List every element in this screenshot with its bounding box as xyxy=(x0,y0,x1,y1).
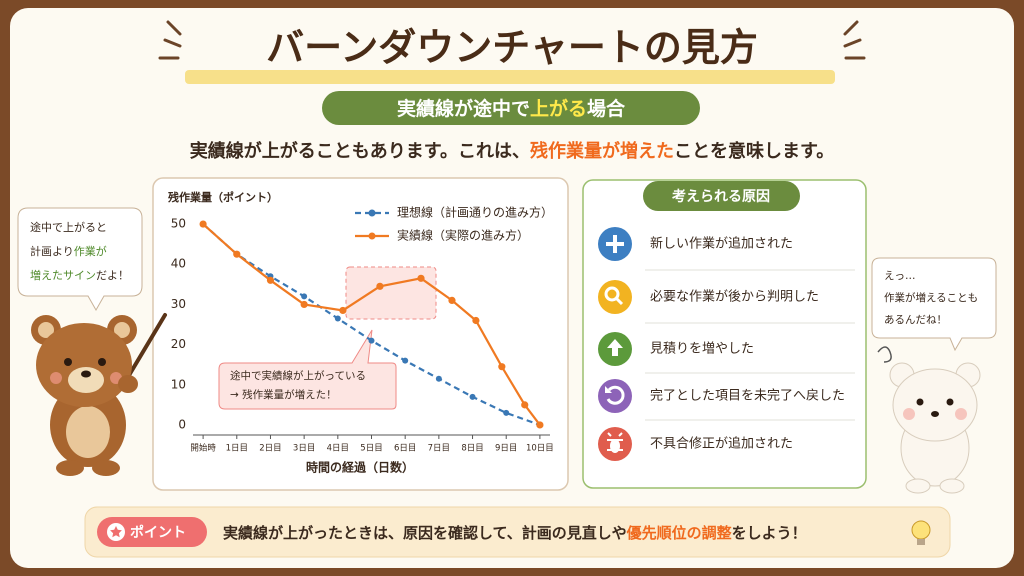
point xyxy=(376,282,384,290)
speech-highlight: 増えたサイン xyxy=(30,269,96,282)
speech-part: 計画より xyxy=(30,244,74,258)
point xyxy=(368,337,375,344)
point xyxy=(233,250,241,258)
legend-label: 実績線（実際の進み方） xyxy=(397,228,529,243)
y-tick-label: 40 xyxy=(171,257,186,271)
legend-label: 理想線（計画通りの進み方） xyxy=(397,205,553,220)
cause: 必要な作業が後から判明した xyxy=(650,289,819,305)
point-text: 実績線が上がったときは、原因を確認して、計画の見直しや優先順位の調整をしよう！ xyxy=(223,524,807,542)
legend-marker xyxy=(368,232,376,240)
point xyxy=(448,296,456,304)
speech-line: 作業が増えることも xyxy=(884,291,978,304)
point xyxy=(503,409,510,416)
speech-bubble xyxy=(871,257,997,352)
title-sparks xyxy=(158,20,866,60)
x-tick-label: 6日目 xyxy=(394,444,416,454)
cause: 完了とした項目を未完了へ戻した xyxy=(650,389,845,404)
annotation-box xyxy=(218,329,397,410)
causes-header xyxy=(643,181,800,211)
point xyxy=(472,316,480,325)
point xyxy=(521,401,529,409)
title: バーンダウンチャートの見方 xyxy=(266,26,758,70)
point xyxy=(435,375,442,382)
point-badge-text: ポイント xyxy=(130,524,186,541)
y-tick-label: 20 xyxy=(171,337,186,351)
speech-line: えっ… xyxy=(884,270,916,282)
y-tick-label: 50 xyxy=(171,217,186,231)
legend-marker xyxy=(368,209,376,217)
speech-line: 途中で上がると xyxy=(30,220,107,234)
point xyxy=(469,393,476,400)
speech-line: あるんだね！ xyxy=(884,314,947,326)
point-badge xyxy=(97,517,207,547)
star xyxy=(110,526,122,538)
annotation-line: → 残作業量が増えた！ xyxy=(230,388,337,401)
y-tick-label: 30 xyxy=(171,297,186,311)
y-tick-label: 10 xyxy=(171,377,186,391)
point xyxy=(334,315,341,322)
causes-panel xyxy=(582,179,867,489)
subtitle-highlight: 上がる xyxy=(530,97,587,120)
point xyxy=(301,293,308,300)
x-tick-label: 4日目 xyxy=(327,444,349,454)
title-underline xyxy=(185,70,835,84)
causes-title: 考えられる原因 xyxy=(672,188,770,205)
point xyxy=(300,300,308,309)
x-tick-label: 5日目 xyxy=(360,444,382,454)
x-tick-label: 開始時 xyxy=(190,443,216,454)
annotation-line: 途中で実績線が上がっている xyxy=(230,369,366,382)
speech-line: 増えたサインだよ！ xyxy=(30,269,129,282)
point xyxy=(536,421,544,429)
point xyxy=(417,274,425,282)
speech-highlight: 作業が xyxy=(74,244,107,258)
y-tick-label: 0 xyxy=(178,417,186,431)
cause-icons xyxy=(598,227,632,461)
point-highlight: 優先順位の調整 xyxy=(626,524,732,542)
cause: 見積りを増やした xyxy=(650,342,754,357)
bulb xyxy=(911,520,931,545)
point xyxy=(199,220,207,228)
cause-separators xyxy=(645,269,855,421)
subtitle-pill xyxy=(322,91,700,125)
lead-highlight: 残作業量が増えた xyxy=(530,140,674,162)
point xyxy=(498,363,506,371)
x-tick-label: 1日目 xyxy=(226,444,248,454)
rise-highlight xyxy=(345,266,437,320)
subtitle-part: 場合 xyxy=(587,97,626,120)
x-tick-label: 7日目 xyxy=(428,444,450,454)
point xyxy=(266,276,275,284)
speech-line: 計画より作業が xyxy=(30,244,107,258)
lead-part: 実績線が上がることもあります。これは、 xyxy=(190,140,530,162)
y-axis-label: 残作業量（ポイント） xyxy=(168,190,278,204)
brown-bear xyxy=(31,313,167,476)
point-part: をしよう！ xyxy=(732,524,807,542)
plot: 0 10 20 30 40 50 開始時 1日目 2日目 3日目 4日目 5日目 6日目 7日目 8日目 9日… xyxy=(171,205,554,454)
speech-part: だよ！ xyxy=(96,269,129,282)
white-bear xyxy=(877,346,981,494)
cause: 不具合修正が追加された xyxy=(650,436,793,452)
subtitle: 実績線が途中で上がる場合 xyxy=(397,97,626,120)
subtitle-part: 実績線が途中で xyxy=(397,97,530,120)
x-axis-label: 時間の経過（日数） xyxy=(306,460,414,475)
x-tick-label: 8日目 xyxy=(461,444,483,454)
x-tick-label: 9日目 xyxy=(495,444,517,454)
x-tick-label: 10日目 xyxy=(526,444,554,454)
x-tick-label: 2日目 xyxy=(259,444,281,454)
point xyxy=(402,357,409,364)
cause: 新しい作業が追加された xyxy=(650,236,793,252)
lead: 実績線が上がることもあります。これは、残作業量が増えたことを意味します。 xyxy=(190,140,834,162)
speech-part: 途中で上がると xyxy=(30,220,107,234)
point-panel xyxy=(84,506,951,558)
x-tick-label: 3日目 xyxy=(293,444,315,454)
series-line xyxy=(202,223,541,426)
point-part: 実績線が上がったときは、原因を確認して、計画の見直しや xyxy=(223,524,627,542)
speech-bubble xyxy=(17,207,143,312)
point xyxy=(339,306,347,315)
lead-part: ことを意味します。 xyxy=(674,140,834,162)
